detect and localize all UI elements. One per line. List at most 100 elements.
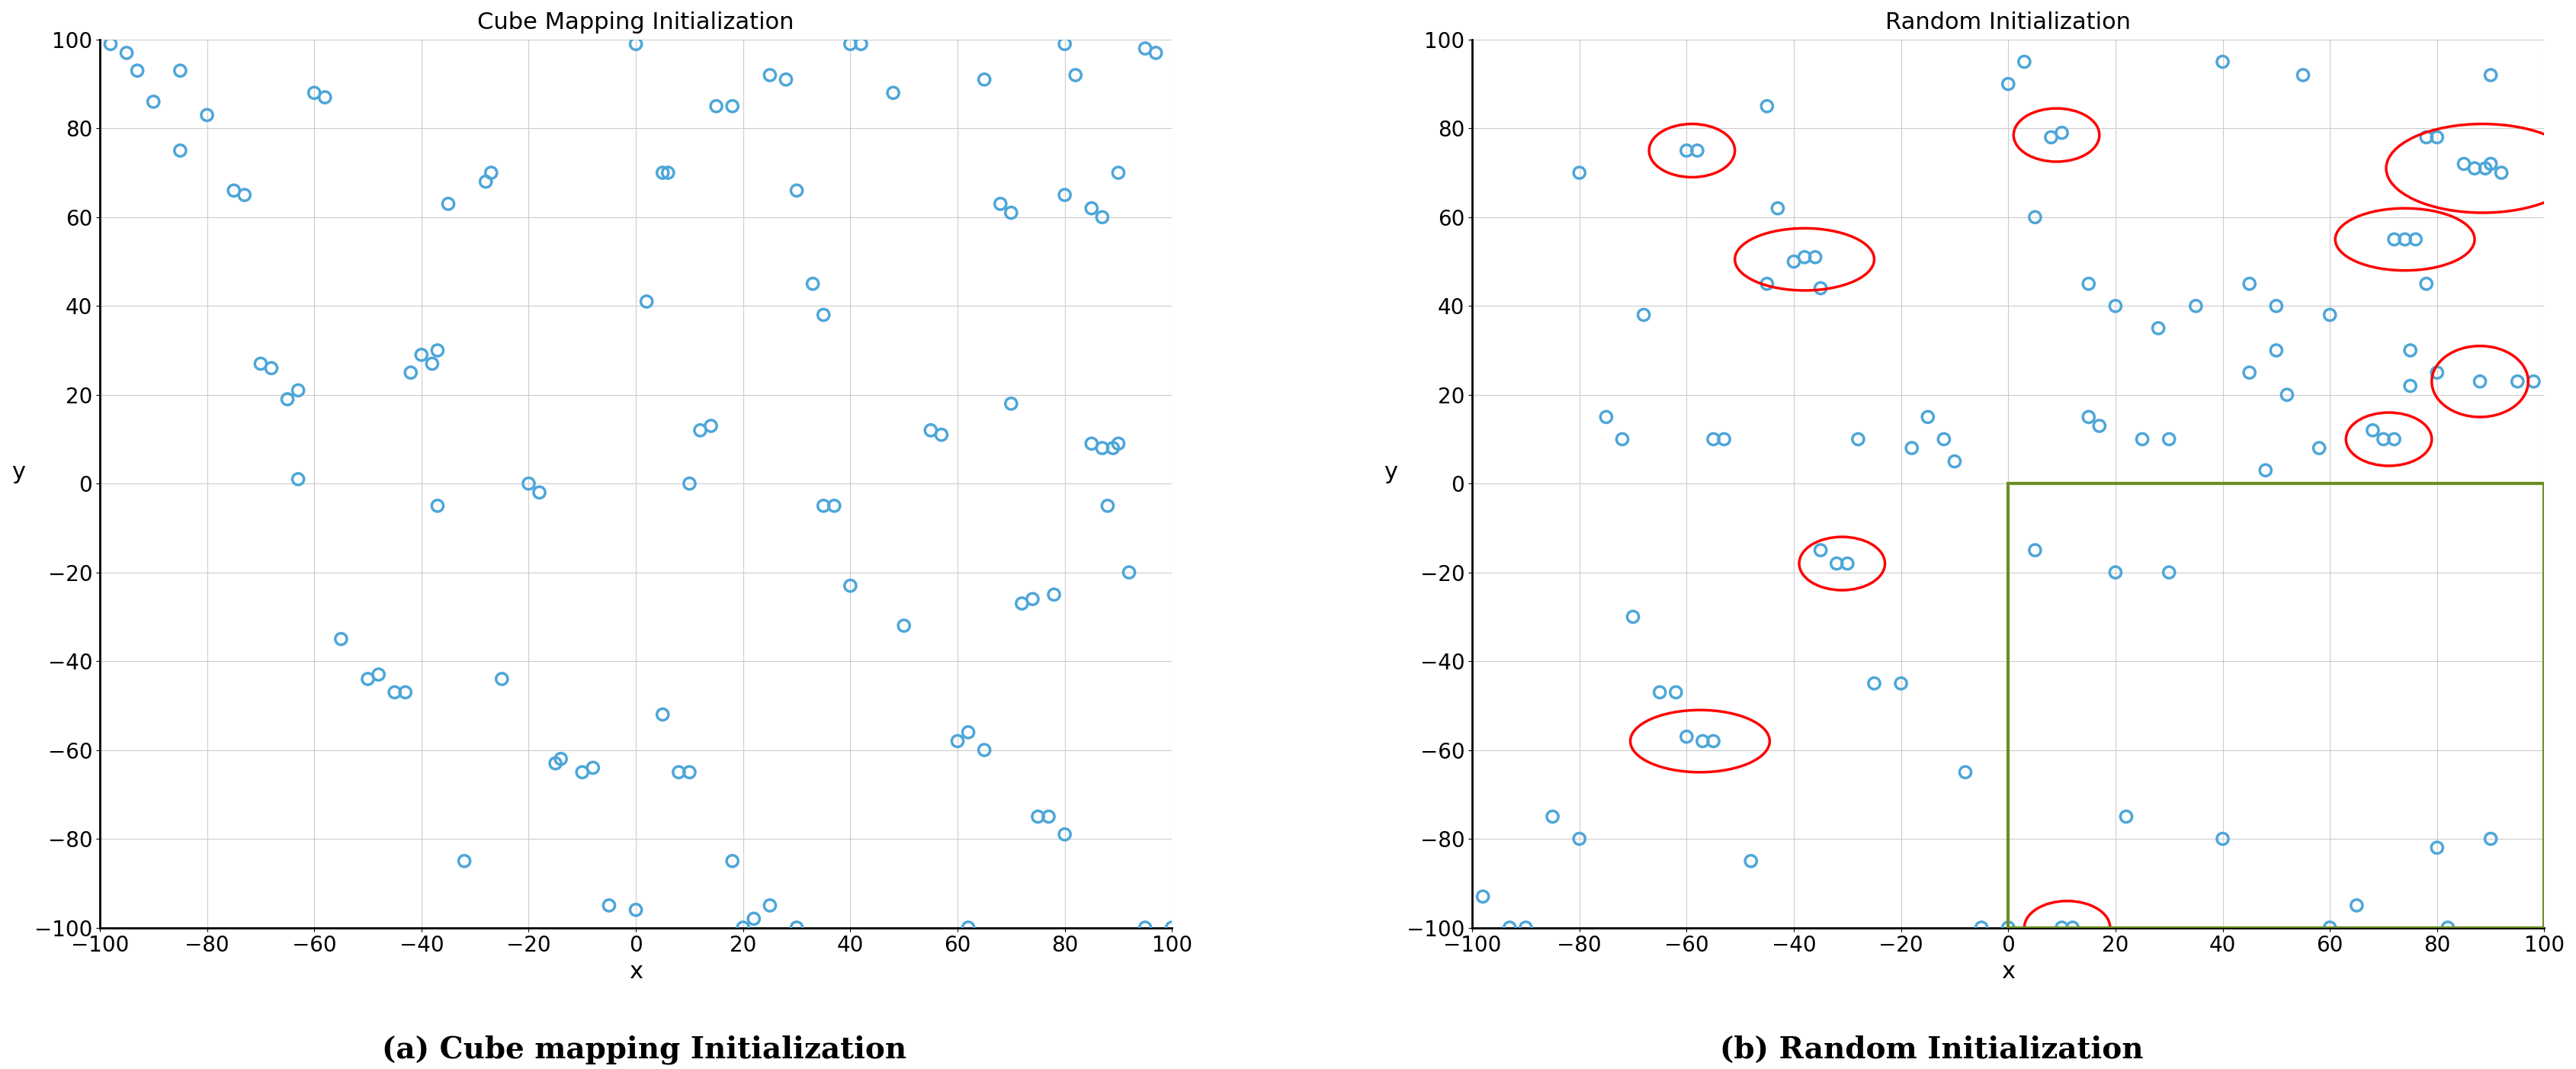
Point (2308, 307, 2349, 324)
Point (2094, 563, 2136, 580)
Point (2148, 431, 2190, 448)
Point (2069, 275, 2110, 292)
Point (647, 165, 688, 182)
Point (268, 390, 309, 407)
Point (1795, 249, 1837, 266)
Point (2427, 919, 2468, 936)
Point (1801, 542, 1842, 559)
X-axis label: x: x (2002, 961, 2014, 982)
Point (2470, 155, 2512, 172)
Point (1054, 66, 1095, 83)
Point (536, 755, 577, 772)
Point (572, 759, 613, 776)
Point (106, 44, 147, 61)
Point (224, 186, 265, 203)
Point (482, 670, 523, 687)
Point (90, 35, 131, 52)
Point (2148, 563, 2190, 580)
Point (2372, 231, 2414, 248)
Point (963, 742, 1005, 759)
Point (2138, 320, 2179, 337)
Point (2014, 542, 2056, 559)
Point (2406, 128, 2447, 145)
Point (1463, 888, 1504, 905)
Point (2202, 831, 2244, 848)
Point (670, 475, 711, 492)
Point (641, 165, 683, 182)
Point (2004, 53, 2045, 71)
Point (1837, 431, 1878, 448)
Point (1855, 675, 1896, 692)
Point (412, 355, 453, 372)
Point (2336, 897, 2378, 914)
Point (2455, 159, 2496, 176)
Title: Random Initialization: Random Initialization (1886, 12, 2130, 33)
Point (1602, 431, 1643, 448)
Point (616, 35, 657, 52)
Point (920, 427, 961, 444)
Point (1097, 165, 1139, 182)
Y-axis label: y: y (10, 462, 26, 483)
Point (1087, 497, 1128, 514)
Point (2053, 919, 2094, 936)
Point (2385, 231, 2427, 248)
Point (1656, 684, 1698, 701)
Point (793, 275, 835, 292)
Point (948, 724, 989, 741)
Point (2244, 462, 2285, 479)
Point (1682, 732, 1723, 749)
Point (873, 84, 914, 102)
Point (670, 763, 711, 780)
Point (358, 666, 399, 683)
Point (348, 670, 389, 687)
Point (1880, 675, 1922, 692)
Point (2040, 919, 2081, 936)
Title: Cube Mapping Initialization: Cube Mapping Initialization (477, 12, 793, 33)
Point (1033, 586, 1074, 603)
Text: (b) Random Initialization: (b) Random Initialization (1721, 1036, 2143, 1065)
Point (240, 355, 281, 372)
Point (2267, 386, 2308, 403)
Point (294, 84, 335, 102)
Point (1043, 35, 1084, 52)
Point (1960, 919, 2002, 936)
Point (2470, 831, 2512, 848)
Point (1772, 253, 1814, 270)
Point (1891, 439, 1932, 456)
Point (2396, 231, 2437, 248)
Point (1043, 826, 1084, 843)
Point (1692, 732, 1734, 749)
Point (443, 852, 484, 869)
Point (804, 307, 845, 324)
Point (2514, 373, 2555, 390)
Point (374, 684, 415, 701)
Point (1747, 275, 1788, 292)
Point (2460, 373, 2501, 390)
Point (1667, 142, 1708, 159)
Point (616, 901, 657, 918)
Point (1677, 142, 1718, 159)
Point (1126, 40, 1167, 57)
Point (696, 97, 737, 114)
Point (840, 35, 881, 52)
Point (2391, 377, 2432, 394)
Point (2442, 155, 2483, 172)
Point (1108, 563, 1149, 580)
Point (1989, 76, 2030, 93)
Point (2298, 439, 2339, 456)
Point (1558, 165, 1600, 182)
Point (829, 577, 871, 594)
Point (1018, 808, 1059, 825)
Point (1028, 808, 1069, 825)
Point (814, 497, 855, 514)
Point (2123, 431, 2164, 448)
Point (384, 684, 425, 701)
Point (214, 182, 255, 199)
Point (1906, 408, 1947, 425)
Point (765, 71, 806, 88)
Point (1587, 408, 1628, 425)
Point (278, 470, 319, 487)
Point (1082, 208, 1123, 226)
Point (1801, 280, 1842, 297)
Point (2308, 919, 2349, 936)
